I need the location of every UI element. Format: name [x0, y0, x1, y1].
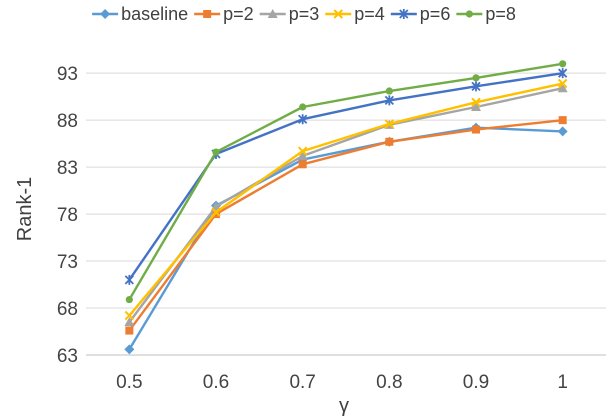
data-point: [299, 103, 307, 111]
legend-label: p=6: [420, 4, 451, 24]
gridlines: [86, 72, 606, 356]
data-point: [124, 317, 135, 327]
data-point: [557, 83, 568, 93]
series-layer: [124, 60, 568, 355]
data-point: [471, 81, 481, 92]
x-tick-label: 0.9: [463, 372, 489, 393]
legend-marker: [465, 10, 473, 18]
y-tick-label: 88: [57, 111, 78, 132]
data-point: [297, 150, 308, 160]
legend-label: p=4: [354, 4, 385, 24]
series-p-4: [124, 78, 568, 321]
legend-item: p=2: [194, 4, 254, 24]
data-point: [212, 210, 220, 219]
series-line: [128, 71, 563, 281]
data-point: [472, 125, 480, 134]
data-point: [558, 68, 568, 79]
data-point: [384, 119, 395, 129]
x-tick-label: 1: [557, 372, 568, 393]
data-point: [471, 97, 481, 108]
legend-item: baseline: [92, 4, 188, 24]
data-point: [385, 87, 393, 95]
legend-marker: [100, 9, 111, 19]
x-tick-label: 0.7: [289, 372, 315, 393]
legend-label: baseline: [121, 4, 188, 24]
legend-label: p=2: [223, 4, 254, 24]
legend-item: p=8: [456, 4, 516, 24]
x-tick-label: 0.5: [116, 372, 142, 393]
series-line: [128, 118, 563, 332]
data-point: [558, 116, 567, 125]
data-point: [124, 310, 135, 321]
legend-item: p=4: [325, 4, 385, 24]
series-line: [128, 87, 563, 323]
data-point: [557, 126, 568, 137]
series-p-2: [125, 116, 567, 335]
series-p-8: [125, 60, 567, 304]
data-point: [124, 344, 135, 355]
series-line: [128, 62, 563, 301]
legend-marker: [203, 10, 212, 18]
data-point: [297, 146, 308, 156]
legend-label: p=8: [485, 4, 516, 24]
data-point: [559, 60, 567, 68]
x-axis-title: γ: [339, 395, 349, 417]
legend-marker: [333, 9, 343, 19]
data-point: [557, 78, 568, 89]
y-axis-title: Rank-1: [14, 177, 36, 241]
legend-item: p=3: [259, 4, 320, 24]
data-point: [211, 207, 221, 217]
y-tick-label: 93: [57, 64, 78, 85]
data-point: [298, 160, 307, 169]
series-line: [128, 82, 563, 317]
data-point: [212, 148, 220, 156]
series-p-3: [124, 83, 568, 327]
data-point: [471, 102, 481, 111]
axes: 63 68 73 78 83 88 93 0.5 0.6 0.7 0.8 0.9 1: [57, 64, 606, 393]
legend: baseline p=2 p=3 p=4 p=6 p=8: [92, 4, 516, 24]
data-point: [384, 95, 394, 106]
y-tick-label: 68: [57, 299, 78, 320]
legend-label: p=3: [289, 4, 320, 24]
x-tick-label: 0.8: [376, 372, 402, 393]
y-tick-label: 73: [57, 252, 78, 273]
data-point: [125, 326, 134, 335]
y-tick-label: 78: [57, 205, 78, 226]
y-tick-label: 63: [57, 346, 78, 367]
data-point: [472, 74, 480, 82]
legend-item: p=6: [390, 4, 451, 24]
legend-marker: [267, 9, 278, 18]
data-point: [385, 137, 394, 146]
data-point: [298, 114, 308, 125]
x-tick-label: 0.6: [203, 372, 229, 393]
data-point: [125, 295, 133, 304]
data-point: [124, 274, 134, 285]
y-tick-label: 83: [57, 158, 78, 179]
legend-marker: [399, 9, 409, 19]
